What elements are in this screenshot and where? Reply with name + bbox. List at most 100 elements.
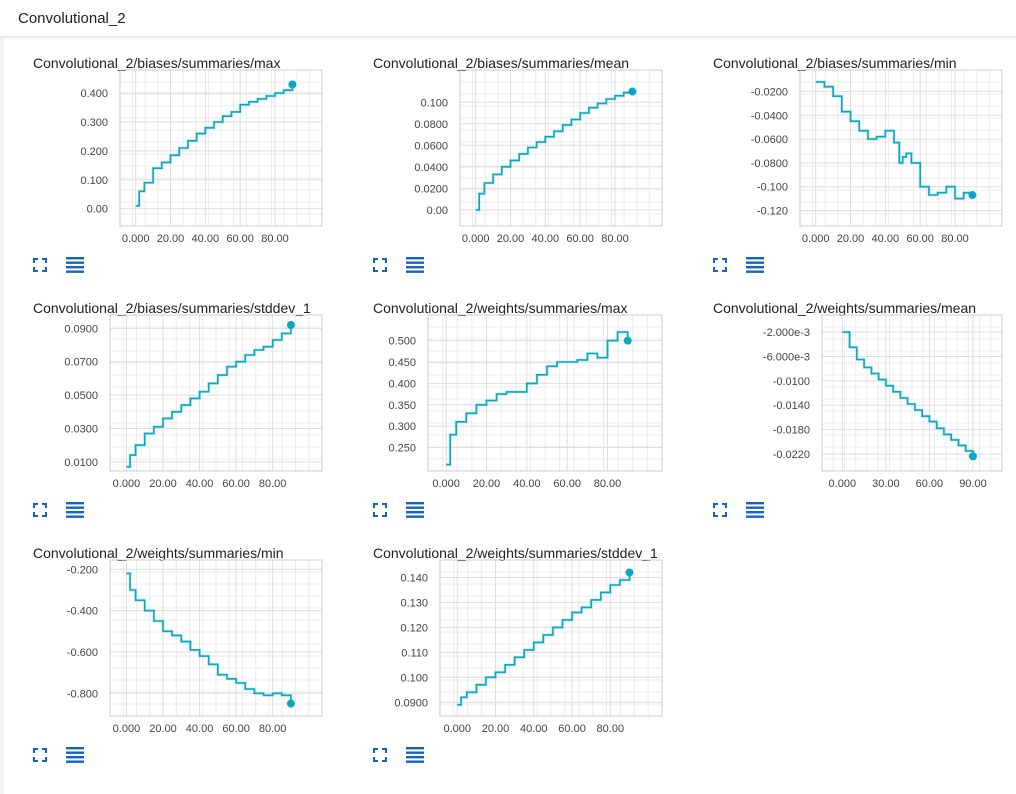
expand-icon[interactable] xyxy=(713,503,727,517)
plot-frame xyxy=(459,69,663,227)
series-line xyxy=(126,325,292,468)
chart-plot[interactable]: 0.000 20.00 40.00 60.00 80.00 -0.120 -0.100 -0.… xyxy=(680,37,1010,267)
series-line xyxy=(126,572,292,704)
chart-title: Convolutional_2/weights/summaries/mean xyxy=(713,300,977,316)
y-tick-label: 0.0600 xyxy=(414,140,448,152)
x-tick-label: 30.00 xyxy=(872,478,900,490)
chart-plot[interactable]: 0.000 20.00 40.00 60.00 80.00 0.250 0.300 0.350… xyxy=(340,282,670,512)
y-tick-label: 0.0200 xyxy=(414,183,448,195)
chart-title: Convolutional_2/biases/summaries/min xyxy=(713,55,957,71)
data-menu-icon[interactable] xyxy=(406,257,424,273)
x-tick-label: 80.00 xyxy=(594,478,622,490)
chart-card: Convolutional_2/biases/summaries/max 0.00… xyxy=(0,37,330,282)
expand-icon[interactable] xyxy=(373,503,387,517)
last-point-marker xyxy=(623,336,632,345)
y-tick-label: 0.400 xyxy=(80,88,108,100)
plot-frame xyxy=(119,69,323,227)
section-title: Convolutional_2 xyxy=(18,10,126,27)
y-tick-label: 0.500 xyxy=(388,336,416,348)
last-point-marker xyxy=(968,191,977,200)
x-tick-label: 60.00 xyxy=(222,723,250,735)
plot-frame xyxy=(821,314,1003,472)
x-tick-label: 40.00 xyxy=(186,723,214,735)
y-tick-label: 0.130 xyxy=(400,597,428,609)
data-menu-icon[interactable] xyxy=(66,502,84,518)
x-tick-label: 0.000 xyxy=(122,233,150,245)
x-tick-label: 20.00 xyxy=(157,233,185,245)
y-tick-label: 0.300 xyxy=(80,117,108,129)
section-header[interactable]: Convolutional_2 xyxy=(0,0,1016,37)
series-line xyxy=(446,331,629,466)
expand-icon[interactable] xyxy=(373,748,387,762)
chart-plot[interactable]: 0.000 30.00 60.00 90.00 -0.0220 -0.0180 -0.014… xyxy=(680,282,1010,512)
x-tick-label: 20.00 xyxy=(473,478,501,490)
data-menu-icon[interactable] xyxy=(746,502,764,518)
chart-title: Convolutional_2/weights/summaries/min xyxy=(33,545,284,561)
chart-plot[interactable]: 0.000 20.00 40.00 60.00 80.00 0.0900 0.100 0.11… xyxy=(340,527,670,757)
minor-grid xyxy=(110,315,322,471)
raw-series-line xyxy=(126,571,293,704)
x-tick-label: 90.00 xyxy=(959,478,987,490)
x-tick-label: 60.00 xyxy=(906,233,934,245)
chart-plot[interactable]: 0.000 20.00 40.00 60.00 80.00 0.0100 0.0300 0.0… xyxy=(0,282,330,512)
expand-icon[interactable] xyxy=(33,503,47,517)
x-tick-label: 0.000 xyxy=(462,233,490,245)
x-tick-label: 40.00 xyxy=(872,233,900,245)
last-point-marker xyxy=(628,87,637,96)
y-tick-label: 0.00 xyxy=(427,205,448,217)
data-menu-icon[interactable] xyxy=(66,257,84,273)
y-tick-label: 0.300 xyxy=(388,421,416,433)
data-menu-icon[interactable] xyxy=(406,747,424,763)
plot-frame xyxy=(439,559,663,717)
last-point-marker xyxy=(288,80,297,89)
raw-series-line xyxy=(446,330,630,467)
x-tick-label: 40.00 xyxy=(532,233,560,245)
minor-grid xyxy=(822,315,1002,471)
plot-frame xyxy=(427,314,663,472)
data-menu-icon[interactable] xyxy=(66,747,84,763)
chart-plot[interactable]: 0.000 20.00 40.00 60.00 80.00 0.00 0.0200 0.040… xyxy=(340,37,670,267)
raw-series-line xyxy=(135,84,294,208)
last-point-marker xyxy=(286,699,295,708)
x-tick-label: 20.00 xyxy=(149,478,177,490)
y-tick-label: 0.0100 xyxy=(64,457,98,469)
y-tick-label: -0.600 xyxy=(67,647,98,659)
data-menu-icon[interactable] xyxy=(746,257,764,273)
y-tick-label: 0.120 xyxy=(400,622,428,634)
x-tick-label: 20.00 xyxy=(837,233,865,245)
chart-plot[interactable]: 0.000 20.00 40.00 60.00 80.00 -0.800 -0.600 -0.… xyxy=(0,527,330,757)
chart-title: Convolutional_2/weights/summaries/stddev… xyxy=(373,545,658,561)
y-tick-label: 0.00 xyxy=(87,204,108,216)
expand-icon[interactable] xyxy=(33,748,47,762)
y-tick-label: 0.0500 xyxy=(64,390,98,402)
x-tick-label: 0.000 xyxy=(432,478,460,490)
y-tick-label: -0.0100 xyxy=(773,376,810,388)
data-menu-icon[interactable] xyxy=(406,502,424,518)
y-tick-label: 0.450 xyxy=(388,357,416,369)
plot-frame xyxy=(799,69,1003,227)
y-tick-label: -0.0400 xyxy=(751,110,788,122)
x-tick-label: 80.00 xyxy=(261,233,289,245)
chart-title: Convolutional_2/weights/summaries/max xyxy=(373,300,628,316)
expand-icon[interactable] xyxy=(713,258,727,272)
series-line xyxy=(135,84,294,207)
chart-title: Convolutional_2/biases/summaries/mean xyxy=(373,55,630,71)
expand-icon[interactable] xyxy=(33,258,47,272)
y-tick-label: 0.350 xyxy=(388,400,416,412)
x-tick-label: 80.00 xyxy=(597,723,625,735)
raw-series-line xyxy=(475,91,634,212)
x-tick-label: 60.00 xyxy=(916,478,944,490)
x-tick-label: 80.00 xyxy=(259,723,287,735)
series-line xyxy=(815,81,974,200)
expand-icon[interactable] xyxy=(373,258,387,272)
chart-plot[interactable]: 0.000 20.00 40.00 60.00 80.00 0.00 0.100 0.200 0… xyxy=(0,37,330,267)
minor-grid xyxy=(800,70,1002,226)
y-tick-label: 0.0900 xyxy=(64,323,98,335)
y-tick-label: 0.0400 xyxy=(414,162,448,174)
chart-card: Convolutional_2/biases/summaries/mean 0.0… xyxy=(340,37,670,282)
y-tick-label: 0.0800 xyxy=(414,119,448,131)
series-line xyxy=(842,331,974,457)
chart-title: Convolutional_2/biases/summaries/max xyxy=(33,55,281,71)
y-tick-label: 0.250 xyxy=(388,442,416,454)
y-tick-label: 0.100 xyxy=(420,97,448,109)
